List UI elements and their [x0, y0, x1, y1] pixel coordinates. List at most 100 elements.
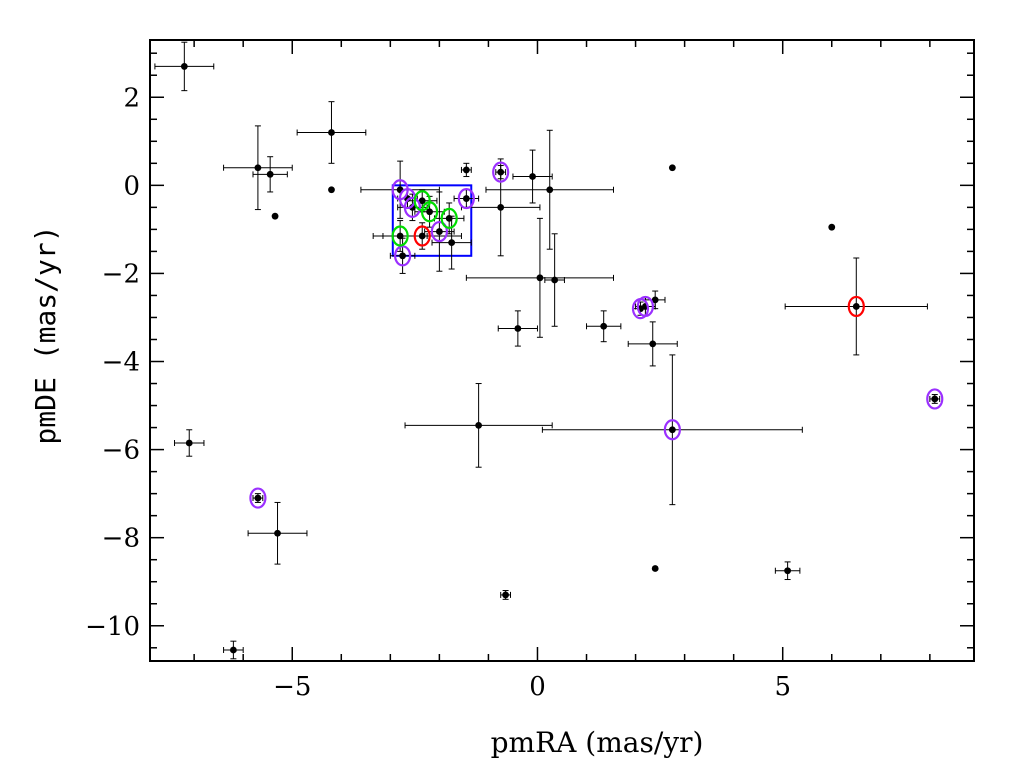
data-point [828, 223, 836, 231]
y-tick-label: −10 [85, 612, 140, 642]
data-point-group [460, 162, 472, 178]
data-point [399, 252, 406, 260]
data-point [254, 494, 262, 502]
purple-marker-ring [926, 388, 944, 410]
data-point [435, 228, 443, 235]
data-point [418, 197, 426, 205]
data-point [529, 173, 536, 180]
red-marker-ring [413, 225, 431, 247]
data-point-group [404, 383, 553, 468]
purple-marker-ring [393, 245, 412, 267]
data-point-group [328, 186, 335, 194]
data-point [600, 322, 608, 330]
data-point-group [774, 561, 801, 581]
data-point [651, 296, 659, 304]
data-point [546, 186, 554, 194]
data-point-group [174, 429, 205, 457]
data-point-group [544, 233, 565, 327]
data-point-group [929, 394, 941, 404]
data-point [418, 232, 426, 240]
purple-marker-ring [663, 419, 681, 441]
data-point [448, 239, 456, 246]
data-point [462, 166, 470, 174]
purple-marker-ring [403, 196, 422, 218]
x-tick-label: −5 [273, 672, 311, 702]
data-point-group [651, 565, 659, 572]
data-point-group [784, 257, 928, 356]
data-point [852, 303, 860, 310]
green-marker-ring [440, 207, 458, 229]
data-point-group [247, 501, 308, 565]
data-point-group [154, 41, 215, 92]
y-tick-label: −4 [102, 348, 140, 378]
data-point [445, 214, 453, 222]
purple-marker-ring [457, 187, 475, 210]
data-point [502, 591, 509, 599]
red-marker-ring [847, 295, 865, 318]
data-point-group [223, 125, 293, 211]
data-point-group [431, 215, 472, 270]
data-point [229, 646, 237, 654]
purple-marker-ring [636, 295, 654, 318]
data-point-group [460, 158, 541, 257]
x-axis-label: pmRA (mas/yr) [491, 726, 704, 759]
purple-marker-ring [249, 487, 267, 509]
data-point [551, 276, 559, 284]
data-point-group [586, 310, 622, 343]
data-point [784, 567, 792, 575]
green-marker-ring [391, 225, 409, 247]
y-tick-label: −8 [102, 524, 140, 554]
data-point-group [296, 101, 367, 164]
data-point-group [271, 212, 279, 220]
data-layer [154, 41, 944, 660]
data-point-group [541, 354, 803, 506]
data-point [497, 203, 505, 211]
data-point [328, 129, 335, 136]
data-point [185, 439, 193, 447]
data-point-group [500, 590, 511, 600]
data-point-group [252, 493, 264, 503]
data-point-group [497, 310, 538, 347]
data-point-group [828, 223, 836, 231]
data-point [254, 164, 262, 172]
labels-layer: pmRA (mas/yr) pmDE (mas/yr) [29, 225, 703, 759]
y-tick-label: −6 [102, 436, 140, 466]
data-point-group [382, 222, 462, 250]
data-point-group [252, 156, 288, 193]
data-point [514, 325, 522, 332]
data-point-group [465, 217, 614, 338]
data-point-group [668, 164, 676, 172]
data-point [462, 195, 470, 202]
data-point [668, 426, 676, 434]
purple-marker-ring [492, 161, 510, 183]
data-point [409, 203, 416, 211]
x-tick-label: 0 [529, 672, 546, 702]
purple-marker-ring [430, 220, 448, 243]
axes-layer: −5 0 5 2 0 −2 −4 −6 −8 −10 [85, 39, 975, 702]
y-axis-label: pmDE (mas/yr) [29, 225, 62, 444]
data-point-group [512, 149, 553, 204]
data-point [649, 340, 657, 348]
x-tick-label: 5 [774, 672, 791, 702]
y-tick-label: 0 [123, 171, 140, 201]
data-point-group [223, 640, 244, 660]
data-point [271, 212, 279, 220]
y-tick-label: −2 [102, 259, 140, 289]
data-point-group [627, 321, 678, 367]
data-point-group [485, 129, 614, 250]
data-point [180, 63, 188, 70]
data-point [931, 395, 939, 403]
data-point [651, 565, 659, 572]
selection-box [391, 184, 473, 257]
y-tick-label: 2 [123, 83, 140, 113]
data-point [266, 170, 274, 178]
plot-frame [149, 39, 975, 662]
green-marker-ring [420, 201, 439, 223]
data-point [475, 421, 483, 429]
data-point [274, 529, 281, 537]
data-point [426, 208, 433, 216]
data-point [328, 186, 335, 194]
data-point [536, 274, 544, 282]
